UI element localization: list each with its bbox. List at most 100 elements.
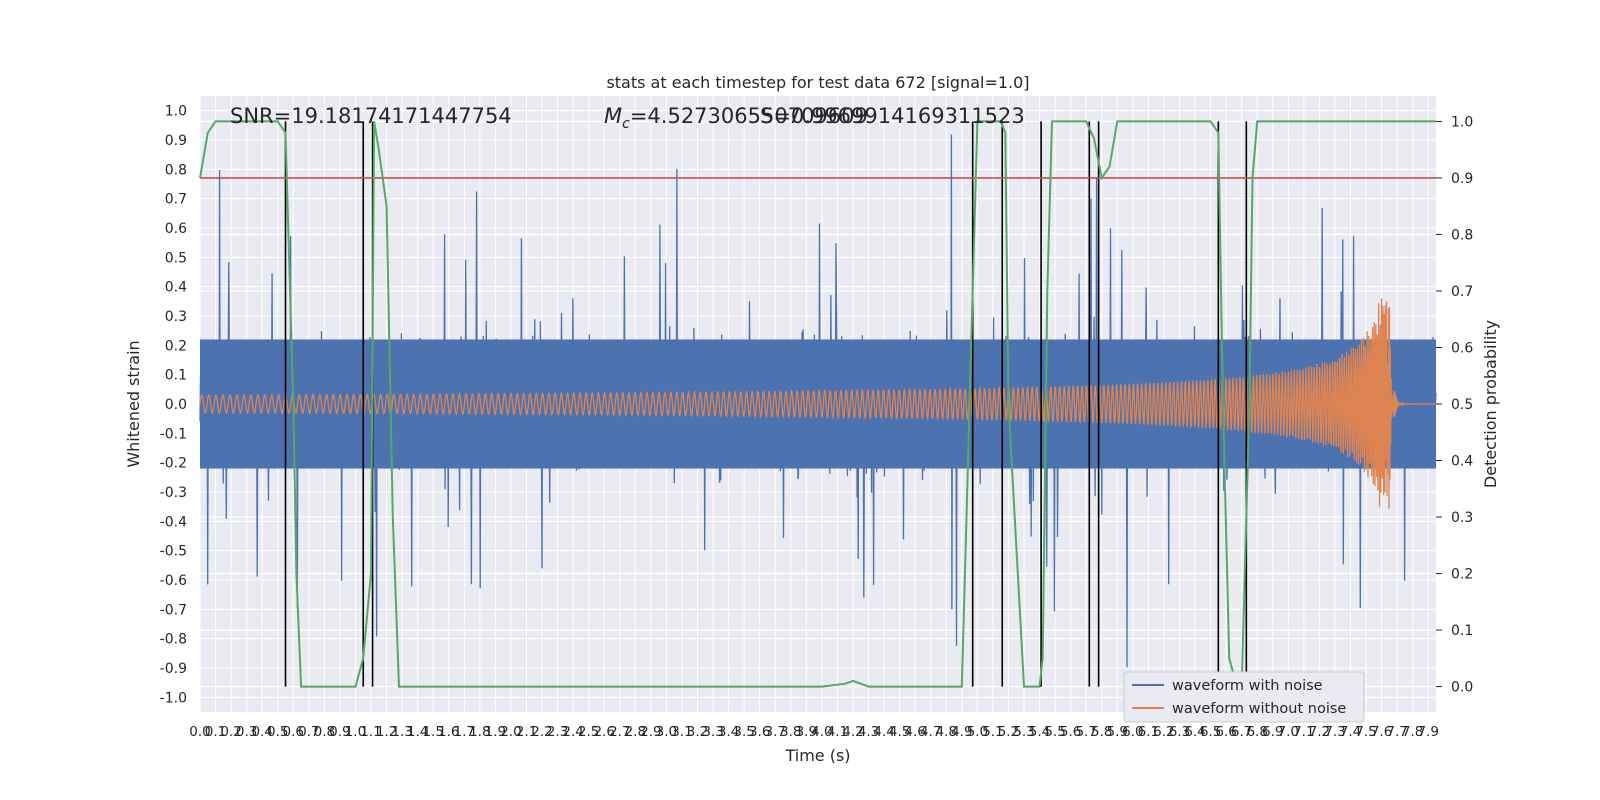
x-axis-label: Time (s) [784, 746, 850, 765]
x-tick-label: 4.9 [951, 724, 972, 740]
x-tick-label: 6.1 [1138, 724, 1159, 740]
x-tick-label: 2.9 [640, 724, 661, 740]
y-tick-label: 1.0 [165, 104, 187, 120]
x-tick-label: 0.3 [236, 724, 257, 740]
x-tick-label: 5.7 [1075, 724, 1096, 740]
x-tick-label: 6.0 [1122, 724, 1143, 740]
x-tick-label: 0.1 [205, 724, 226, 740]
y-tick-label: 0.7 [165, 192, 187, 208]
x-tick-label: 5.0 [967, 724, 988, 740]
x-tick-label: 2.5 [578, 724, 599, 740]
x-tick-label: 5.3 [1013, 724, 1034, 740]
legend-label-clean: waveform without noise [1172, 701, 1346, 717]
x-tick-label: 2.1 [516, 724, 537, 740]
x-tick-label: 1.8 [469, 724, 490, 740]
y-right-tick-label: 0.9 [1451, 171, 1473, 187]
x-tick-label: 3.5 [733, 724, 754, 740]
x-axis-ticks: 0.00.10.20.30.40.50.60.70.80.91.01.11.21… [189, 724, 1439, 740]
x-tick-label: 0.2 [220, 724, 241, 740]
snr-annotation: SNR=19.18174171447754 [230, 104, 512, 128]
y-axis-label: Whitened strain [124, 340, 143, 467]
x-tick-label: 2.4 [562, 724, 583, 740]
x-tick-label: 0.0 [189, 724, 210, 740]
x-tick-label: 1.1 [360, 724, 381, 740]
x-tick-label: 5.5 [1044, 724, 1065, 740]
x-tick-label: 6.5 [1200, 724, 1221, 740]
y-tick-label: 0.4 [165, 280, 187, 296]
x-tick-label: 7.3 [1324, 724, 1345, 740]
y-tick-label: 0.9 [165, 133, 187, 149]
x-tick-label: 7.2 [1309, 724, 1330, 740]
y-tick-label: -0.3 [160, 485, 187, 501]
y-right-tick-label: 0.0 [1451, 680, 1473, 696]
x-tick-label: 6.2 [1153, 724, 1174, 740]
x-tick-label: 7.4 [1340, 724, 1361, 740]
x-tick-label: 5.4 [1029, 724, 1050, 740]
y-tick-label: -0.4 [160, 514, 187, 530]
x-tick-label: 3.7 [765, 724, 786, 740]
x-tick-label: 4.4 [873, 724, 894, 740]
y-tick-label: 0.5 [165, 250, 187, 266]
x-tick-label: 7.0 [1278, 724, 1299, 740]
y-right-tick-label: 0.6 [1451, 340, 1473, 356]
y-right-tick-label: 0.3 [1451, 510, 1473, 526]
x-tick-label: 4.1 [827, 724, 848, 740]
y-tick-label: -1.0 [160, 690, 187, 706]
y-tick-label: -0.2 [160, 456, 187, 472]
y-tick-label: 0.2 [165, 338, 187, 354]
x-tick-label: 6.7 [1231, 724, 1252, 740]
x-tick-label: 4.2 [842, 724, 863, 740]
clean-waveform-line [199, 298, 1436, 509]
x-tick-label: 6.9 [1262, 724, 1283, 740]
y-right-tick-label: 1.0 [1451, 114, 1473, 130]
x-tick-label: 3.1 [671, 724, 692, 740]
x-tick-label: 5.9 [1107, 724, 1128, 740]
y-right-tick-label: 0.1 [1451, 623, 1473, 639]
x-tick-label: 3.2 [687, 724, 708, 740]
x-tick-label: 4.6 [904, 724, 925, 740]
x-tick-label: 6.3 [1169, 724, 1190, 740]
legend: waveform with noise waveform without noi… [1123, 671, 1365, 723]
detection-probability-line [199, 120, 1436, 690]
x-tick-label: 4.7 [920, 724, 941, 740]
x-tick-label: 7.9 [1417, 724, 1438, 740]
y-right-tick-label: 0.4 [1451, 454, 1473, 470]
y-right-tick-label: 0.8 [1451, 227, 1473, 243]
x-tick-label: 5.6 [1060, 724, 1081, 740]
x-tick-label: 1.2 [376, 724, 397, 740]
x-tick-label: 1.4 [407, 724, 428, 740]
x-tick-label: 4.0 [811, 724, 832, 740]
chirp-mass-annotation: Mc=4.527306550709609 [604, 104, 868, 132]
overlap-annotation: S=0.9969914169311523 [760, 104, 1025, 128]
x-tick-label: 7.5 [1355, 724, 1376, 740]
legend-box [1123, 671, 1365, 723]
y-tick-label: -0.9 [160, 661, 187, 677]
x-tick-label: 2.2 [531, 724, 552, 740]
y-axis-right-ticks: 1.0 0.9 0.8 0.7 0.6 0.5 0.4 0.3 0.2 0.1 0.0 [1436, 114, 1473, 696]
x-tick-label: 0.7 [298, 724, 319, 740]
x-tick-label: 1.7 [454, 724, 475, 740]
x-tick-label: 3.6 [749, 724, 770, 740]
y-tick-label: -0.5 [160, 544, 187, 560]
x-tick-label: 2.3 [547, 724, 568, 740]
y-tick-label: 0.1 [165, 368, 187, 384]
x-tick-label: 3.8 [780, 724, 801, 740]
x-tick-label: 7.6 [1371, 724, 1392, 740]
x-tick-label: 1.5 [422, 724, 443, 740]
x-tick-label: 6.8 [1246, 724, 1267, 740]
y-right-tick-label: 0.2 [1451, 567, 1473, 583]
chart-title: stats at each timestep for test data 672… [606, 73, 1029, 92]
x-tick-label: 3.3 [702, 724, 723, 740]
x-tick-label: 7.7 [1386, 724, 1407, 740]
x-tick-label: 1.3 [391, 724, 412, 740]
x-tick-label: 4.8 [936, 724, 957, 740]
x-tick-label: 0.8 [314, 724, 335, 740]
y-axis-left-ticks: 1.0 0.9 0.8 0.7 0.6 0.5 0.4 0.3 0.2 0.1 0.0 -0.1 -0.… [160, 104, 187, 707]
y-tick-label: -0.7 [160, 602, 187, 618]
x-tick-label: 3.4 [718, 724, 739, 740]
x-tick-label: 5.1 [982, 724, 1003, 740]
x-tick-label: 2.8 [625, 724, 646, 740]
y-tick-label: 0.0 [165, 397, 187, 413]
x-tick-label: 1.0 [345, 724, 366, 740]
